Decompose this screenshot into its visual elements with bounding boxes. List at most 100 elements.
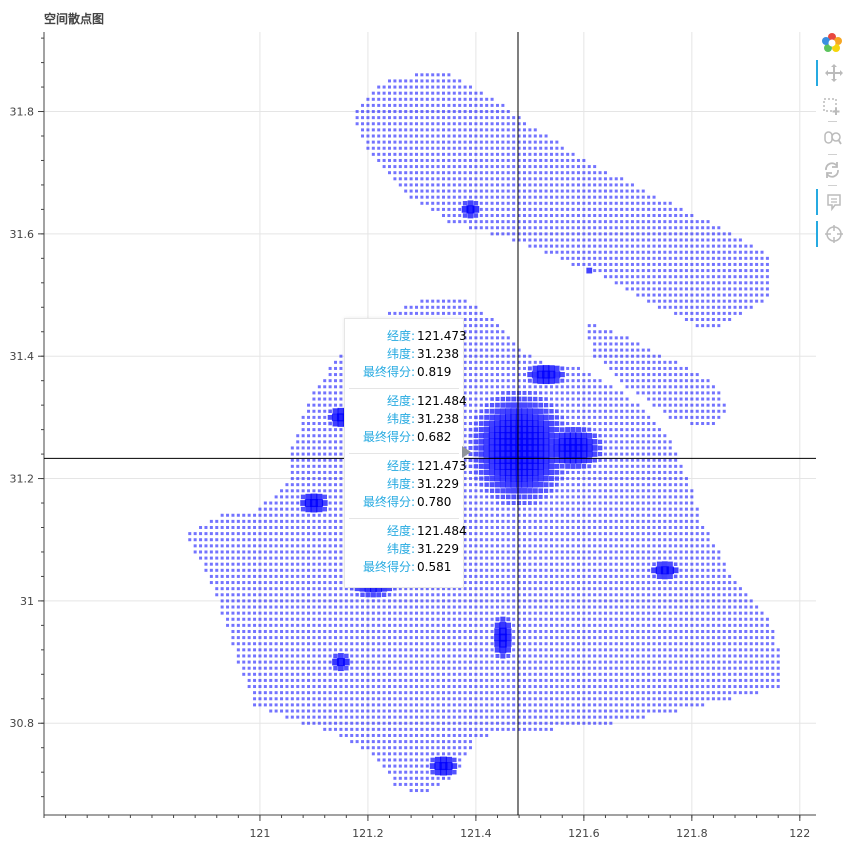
scatter-point	[269, 617, 273, 621]
scatter-point	[409, 703, 413, 707]
scatter-point	[393, 733, 397, 737]
scatter-point	[512, 568, 516, 572]
scatter-point	[549, 568, 553, 572]
scatter-point	[495, 678, 499, 682]
scatter-point	[334, 477, 338, 481]
scatter-point	[339, 648, 343, 652]
scatter-point	[494, 628, 501, 635]
scatter-point	[452, 79, 456, 83]
scatter-point	[544, 214, 548, 218]
scatter-point	[220, 562, 224, 566]
scatter-point	[409, 678, 413, 682]
scatter-point	[355, 122, 359, 126]
scatter-point	[582, 189, 586, 193]
scatter-point	[515, 450, 524, 459]
scatter-point	[528, 685, 532, 689]
scatter-point	[495, 336, 499, 340]
scatter-point	[334, 507, 338, 511]
scatter-point	[506, 617, 511, 622]
scatter-point	[269, 623, 273, 627]
scatter-point	[501, 593, 505, 597]
scatter-point	[339, 727, 343, 731]
scatter-point	[587, 464, 592, 469]
scatter-point	[253, 556, 257, 560]
scatter-point	[490, 599, 494, 603]
scatter-point	[447, 201, 451, 205]
scatter-point	[468, 483, 472, 487]
scatter-point	[274, 562, 278, 566]
scatter-point	[463, 299, 467, 303]
scatter-point	[490, 568, 494, 572]
scatter-point	[501, 544, 505, 548]
scatter-point	[436, 746, 440, 750]
scatter-point	[485, 379, 489, 383]
scatter-point	[549, 482, 554, 487]
scatter-point	[307, 446, 311, 450]
scatter-point	[398, 666, 402, 670]
scatter-point	[479, 599, 483, 603]
scatter-point	[543, 475, 549, 482]
scatter-point	[364, 585, 372, 592]
scatter-point	[543, 488, 549, 493]
scatter-point	[566, 525, 570, 529]
scatter-point	[242, 550, 246, 554]
scatter-point	[501, 214, 505, 218]
scatter-point	[425, 165, 429, 169]
scatter-point	[280, 642, 284, 646]
scatter-point	[263, 666, 267, 670]
scatter-point	[420, 636, 424, 640]
scatter-point	[280, 562, 284, 566]
scatter-point	[533, 519, 537, 523]
scatter-point	[317, 440, 321, 444]
scatter-point	[339, 568, 343, 572]
scatter-point	[522, 494, 527, 500]
scatter-point	[569, 456, 577, 464]
scatter-point	[501, 599, 505, 603]
scatter-point	[468, 629, 472, 633]
scatter-point	[463, 354, 467, 358]
scatter-point	[559, 427, 565, 432]
scatter-point	[479, 574, 483, 578]
scatter-point	[533, 507, 537, 511]
scatter-point	[544, 629, 548, 633]
scatter-point	[522, 390, 527, 395]
scatter-point	[490, 165, 494, 169]
scatter-point	[473, 433, 479, 439]
scatter-point	[468, 189, 472, 193]
scatter-point	[560, 599, 564, 603]
scatter-point	[420, 79, 424, 83]
scatter-point	[548, 457, 555, 464]
scatter-point	[549, 623, 553, 627]
scatter-point	[382, 611, 386, 615]
scatter-point	[474, 587, 478, 591]
scatter-point	[506, 183, 510, 187]
scatter-point	[571, 562, 575, 566]
scatter-point	[285, 532, 289, 536]
scatter-point	[242, 660, 246, 664]
scatter-point	[307, 654, 311, 658]
scatter-point	[404, 134, 408, 138]
scatter-point	[506, 544, 510, 548]
scatter-point	[290, 654, 294, 658]
scatter-point	[382, 733, 386, 737]
scatter-point	[436, 73, 440, 77]
scatter-point	[436, 727, 440, 731]
scatter-point	[436, 617, 440, 621]
scatter-point	[463, 483, 467, 487]
scatter-point	[409, 752, 413, 756]
scatter-point	[377, 758, 381, 762]
scatter-point	[555, 220, 559, 224]
scatter-point	[571, 617, 575, 621]
scatter-point	[528, 189, 532, 193]
scatter-point	[485, 366, 489, 370]
scatter-point	[485, 733, 489, 737]
scatter-point	[511, 501, 516, 505]
scatter-point	[436, 189, 440, 193]
scatter-point	[339, 483, 343, 487]
scatter-point	[274, 611, 278, 615]
scatter-point	[495, 103, 499, 107]
scatter-point	[420, 85, 424, 89]
scatter-point	[576, 507, 580, 511]
scatter-point	[323, 715, 327, 719]
scatter-point	[517, 697, 521, 701]
